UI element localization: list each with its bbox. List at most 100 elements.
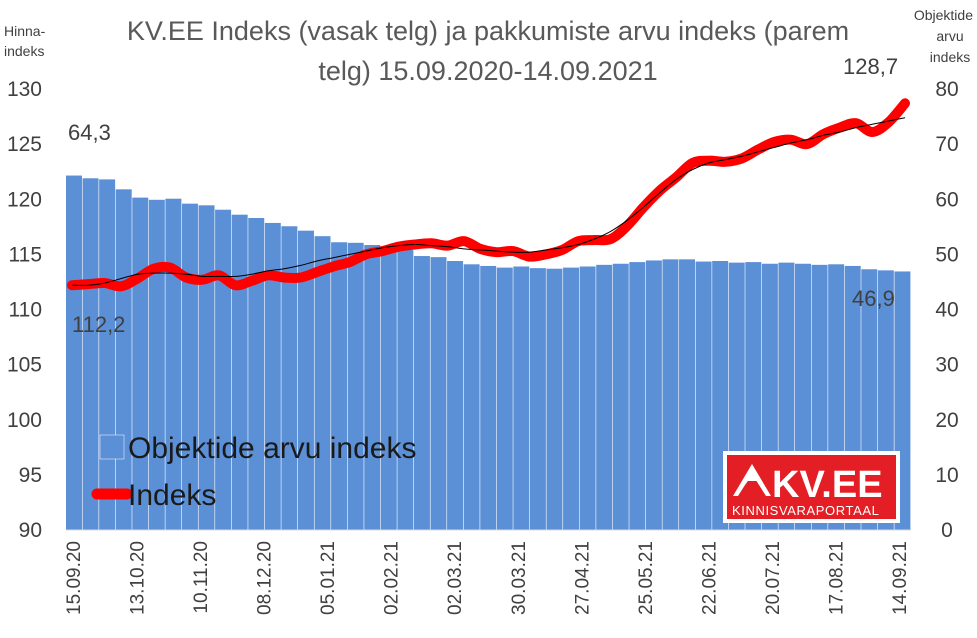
series-point-indeks	[626, 225, 628, 227]
series-point-indeks	[659, 189, 661, 191]
bar	[579, 266, 596, 530]
series-point-indeks	[692, 162, 694, 164]
series-point-indeks	[447, 245, 449, 247]
x-tick-label: 13.10.20	[128, 541, 149, 615]
x-tick-label: 14.09.21	[890, 541, 911, 615]
legend-label-bars: Objektide arvu indeks	[128, 432, 417, 465]
y-right-tick-label: 50	[935, 243, 958, 266]
x-axis-ticks: 15.09.20 13.10.20 10.11.20 08.12.20 05.01.21…	[64, 541, 911, 615]
bar	[364, 245, 381, 530]
left-axis-label-line-2: indeks	[4, 43, 44, 59]
y-left-tick-label: 115	[9, 243, 42, 266]
right-axis-label-line-1: Objektide	[914, 7, 973, 23]
series-point-indeks	[790, 139, 792, 141]
logo-text: KV.EE	[772, 464, 883, 506]
x-tick-label: 05.01.21	[318, 541, 339, 615]
chart-title-line-1: KV.EE Indeks (vasak telg) ja pakkumiste …	[127, 16, 849, 46]
bar	[695, 261, 712, 530]
x-tick-label: 02.03.21	[445, 541, 466, 615]
bar	[165, 198, 182, 530]
series-point-indeks	[104, 282, 106, 284]
series-point-indeks	[185, 277, 187, 278]
house-icon	[733, 464, 771, 496]
chart-title-line-2: telg) 15.09.2020-14.09.2021	[318, 56, 657, 86]
series-point-indeks	[479, 248, 481, 250]
bar	[82, 178, 99, 531]
series-point-indeks	[234, 284, 236, 286]
right-axis-label-line-3: indeks	[930, 49, 970, 65]
series-point-indeks	[871, 131, 873, 133]
y-left-tick-label: 130	[7, 78, 42, 101]
y-right-tick-label: 20	[935, 409, 958, 432]
series-point-indeks	[120, 285, 122, 287]
series-point-indeks	[283, 277, 285, 278]
series-point-indeks	[888, 121, 890, 123]
series-point-indeks	[822, 133, 824, 135]
y-right-tick-label: 40	[935, 299, 958, 322]
y-left-tick-label: 90	[19, 519, 42, 542]
series-point-indeks	[136, 278, 138, 280]
x-tick-label: 27.04.21	[572, 541, 593, 615]
bar	[231, 214, 248, 530]
series-point-indeks	[332, 266, 334, 267]
series-point-indeks	[757, 149, 759, 151]
series-point-indeks	[594, 239, 596, 241]
bar	[612, 263, 629, 530]
bar	[563, 267, 580, 530]
series-point-indeks	[708, 160, 710, 162]
series-point-indeks	[218, 274, 220, 276]
lines-layer	[67, 98, 910, 292]
y-right-tick-label: 10	[935, 464, 958, 487]
annotation-bar-last: 46,9	[852, 286, 895, 311]
x-tick-label: 10.11.20	[191, 541, 212, 614]
series-point-indeks	[169, 267, 171, 269]
bar	[281, 226, 298, 530]
series-point-indeks	[528, 256, 530, 258]
bar	[480, 265, 497, 530]
bar	[198, 205, 215, 530]
bar	[314, 236, 331, 530]
bar	[679, 259, 696, 530]
series-point-indeks	[545, 253, 547, 255]
right-axis-ticks: 0 10 20 30 40 50 60 70 80	[935, 78, 958, 542]
series-point-indeks	[202, 279, 204, 281]
series-point-indeks	[577, 240, 579, 242]
series-point-indeks	[381, 250, 383, 252]
bar	[331, 242, 348, 530]
y-right-tick-label: 60	[935, 188, 958, 211]
bar	[380, 247, 397, 530]
series-point-indeks	[806, 143, 808, 145]
series-point-indeks	[610, 238, 612, 240]
logo-subtitle: KINNISVARAPORTAAL	[732, 503, 879, 518]
bar	[645, 260, 662, 530]
series-line-indeks	[67, 98, 910, 292]
bar	[397, 249, 414, 530]
series-point-indeks	[839, 127, 841, 129]
series-point-indeks	[87, 283, 89, 285]
x-tick-label: 20.07.21	[763, 541, 784, 615]
series-point-indeks	[430, 242, 432, 244]
series-point-indeks	[904, 102, 906, 104]
series-point-indeks	[741, 158, 743, 159]
bar	[662, 259, 679, 530]
series-point-indeks	[512, 250, 514, 252]
series-point-indeks	[398, 246, 400, 248]
x-tick-label: 22.06.21	[699, 541, 720, 615]
left-axis-label-line-1: Hinna-	[4, 23, 46, 39]
bar	[430, 257, 447, 530]
y-right-tick-label: 30	[935, 354, 958, 377]
series-point-indeks	[643, 206, 645, 208]
series-point-indeks	[724, 161, 726, 163]
right-axis-label-line-2: arvu	[936, 28, 963, 44]
x-tick-label: 02.02.21	[382, 541, 403, 615]
series-point-indeks	[463, 240, 465, 242]
y-right-tick-label: 0	[941, 519, 953, 542]
series-point-indeks	[561, 249, 563, 251]
bar	[463, 264, 480, 530]
bar	[248, 217, 265, 531]
y-left-tick-label: 120	[7, 188, 42, 211]
bar	[496, 267, 513, 530]
x-tick-label: 15.09.20	[64, 541, 85, 615]
legend: Objektide arvu indeks Indeks	[91, 432, 417, 512]
